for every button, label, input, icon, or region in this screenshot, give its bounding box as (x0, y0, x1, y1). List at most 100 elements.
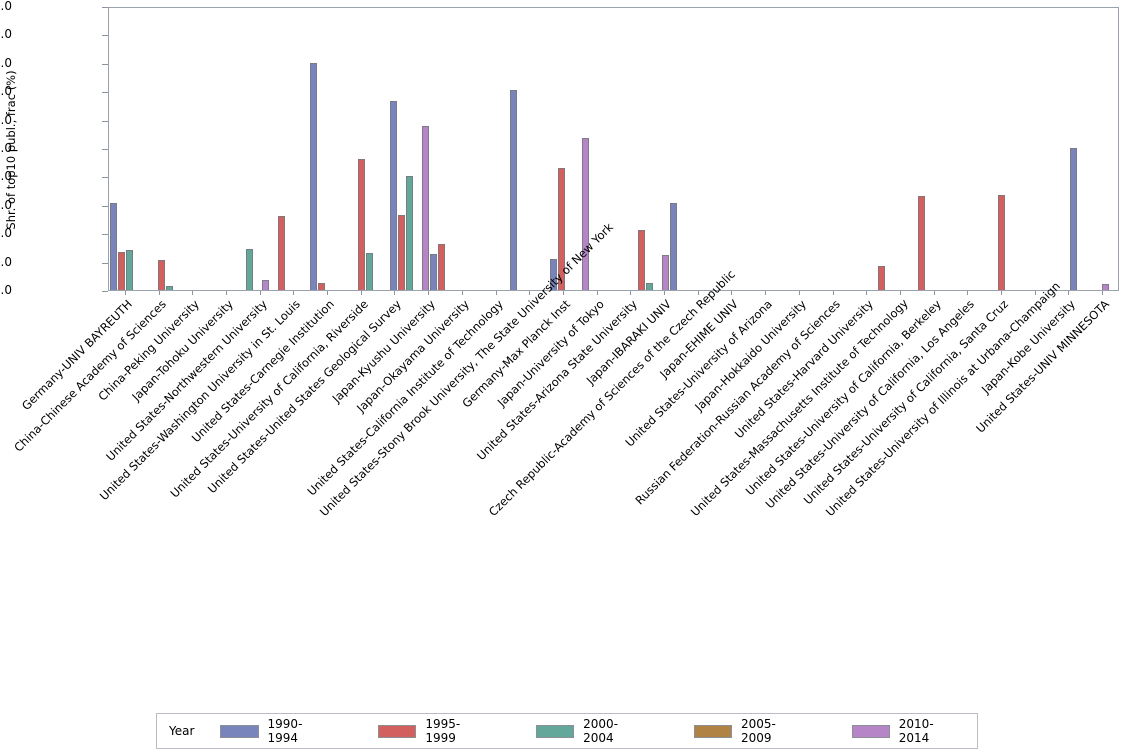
x-tick-mark (596, 291, 598, 295)
x-tick-mark (495, 291, 497, 295)
bar[interactable] (125, 250, 133, 290)
x-tick-mark (158, 291, 160, 295)
y-tick-label: 90.0 (0, 27, 12, 42)
y-tick-mark (102, 205, 108, 207)
bar[interactable] (509, 89, 517, 290)
bar[interactable] (317, 282, 325, 290)
x-tick-mark (259, 291, 261, 295)
y-tick-mark (102, 92, 108, 94)
x-tick-mark (394, 291, 396, 295)
y-tick-mark (102, 291, 108, 292)
bar[interactable] (997, 195, 1005, 290)
x-tick-mark (967, 291, 969, 295)
bar[interactable] (549, 258, 557, 290)
bar[interactable] (877, 266, 885, 290)
bar-group (989, 8, 1029, 290)
bar[interactable] (389, 100, 397, 290)
plot-area (108, 7, 1119, 291)
bar[interactable] (397, 214, 405, 290)
legend-label: 2000-2004 (583, 717, 619, 745)
x-tick-mark (225, 291, 227, 295)
bar[interactable] (557, 168, 565, 290)
bar[interactable] (245, 249, 253, 290)
bar[interactable] (429, 253, 437, 290)
bar-group (549, 8, 589, 290)
bar[interactable] (917, 196, 925, 290)
bar[interactable] (421, 125, 429, 290)
y-tick-mark (102, 149, 108, 150)
y-tick-mark (102, 7, 108, 8)
x-tick-mark (1102, 291, 1104, 295)
bar[interactable] (637, 229, 645, 290)
legend-swatch (220, 724, 259, 738)
x-tick-mark (933, 291, 935, 295)
bar[interactable] (581, 138, 589, 290)
y-tick-mark (102, 177, 108, 179)
bar-group (509, 8, 549, 290)
bar-group (309, 8, 349, 290)
bar[interactable] (1101, 284, 1109, 290)
bar-group (829, 8, 869, 290)
y-tick-mark (102, 120, 108, 122)
bar-group (389, 8, 429, 290)
bar-group (749, 8, 789, 290)
x-tick-mark (529, 291, 531, 295)
y-tick-mark (102, 262, 108, 264)
bar[interactable] (437, 244, 445, 290)
bar-group (109, 8, 149, 290)
legend-title: Year (169, 724, 195, 738)
y-tick-mark (102, 63, 108, 65)
bar[interactable] (109, 202, 117, 290)
bar[interactable] (669, 202, 677, 290)
x-tick-mark (899, 291, 901, 295)
legend-entry[interactable]: 2000-2004 (536, 717, 645, 745)
legend-label: 2005-2009 (740, 717, 776, 745)
bar-group (229, 8, 269, 290)
bar[interactable] (309, 62, 317, 290)
bar[interactable] (645, 282, 653, 290)
x-tick-mark (798, 291, 800, 295)
legend-entry[interactable]: 1990-1994 (220, 717, 329, 745)
legend-swatch (536, 724, 575, 738)
bar-group (909, 8, 949, 290)
bar[interactable] (165, 285, 173, 290)
bar-group (789, 8, 829, 290)
x-tick-mark (192, 291, 194, 295)
bar[interactable] (277, 216, 285, 290)
bar-group (949, 8, 989, 290)
x-tick-mark (765, 291, 767, 295)
bar[interactable] (1069, 148, 1077, 290)
legend-swatch (378, 724, 417, 738)
y-tick-label: 10.0 (0, 254, 12, 269)
bar[interactable] (157, 259, 165, 290)
bar-group (709, 8, 749, 290)
bar[interactable] (405, 176, 413, 290)
y-tick-label: 20.0 (0, 226, 12, 241)
legend-swatch (693, 724, 732, 738)
legend-label: 1995-1999 (425, 717, 461, 745)
bar-group (1069, 8, 1109, 290)
legend-entry[interactable]: 1995-1999 (378, 717, 487, 745)
y-tick-label: 30.0 (0, 197, 12, 212)
x-tick-mark (360, 291, 362, 295)
y-tick-label: 80.0 (0, 55, 12, 70)
bar-group (469, 8, 509, 290)
bar[interactable] (117, 251, 125, 290)
legend-label: 2010-2014 (898, 717, 934, 745)
bar[interactable] (661, 254, 669, 290)
x-tick-mark (461, 291, 463, 295)
legend-entry[interactable]: 2010-2014 (851, 717, 961, 745)
bar[interactable] (357, 159, 365, 290)
x-tick-mark (731, 291, 733, 295)
x-tick-mark (697, 291, 699, 295)
bar[interactable] (365, 253, 373, 290)
bar-group (189, 8, 229, 290)
legend-entry[interactable]: 2005-2009 (693, 717, 803, 745)
y-tick-label: 60.0 (0, 112, 12, 127)
bar-group (669, 8, 709, 290)
x-tick-mark (124, 291, 126, 295)
bar-group (869, 8, 909, 290)
y-tick-mark (102, 35, 108, 37)
bar[interactable] (261, 279, 269, 290)
